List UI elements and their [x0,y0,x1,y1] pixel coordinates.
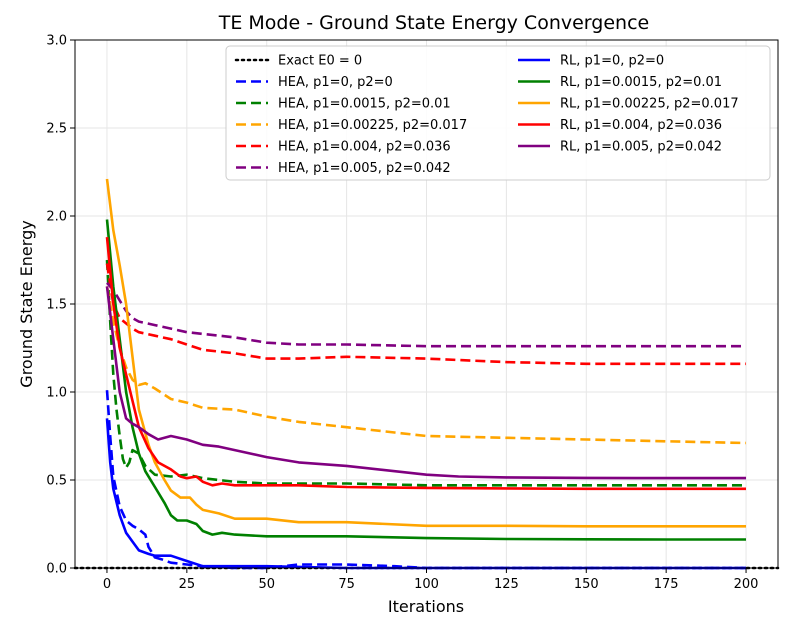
y-tick-label: 2.5 [46,122,67,137]
y-tick-label: 2.0 [46,210,67,225]
y-tick-label: 3.0 [46,34,67,49]
x-tick-label: 75 [338,577,355,592]
legend-label: RL, p1=0.004, p2=0.036 [560,118,722,133]
x-tick-label: 25 [179,577,196,592]
series-line-hea-p1-0-004-p2-0-036 [105,263,746,366]
legend-label: HEA, p1=0.004, p2=0.036 [278,140,451,155]
y-tick-label: 1.0 [46,386,67,401]
x-tick-label: 125 [494,577,519,592]
x-axis-label: Iterations [388,597,464,616]
legend-label: HEA, p1=0.00225, p2=0.017 [278,118,467,133]
y-tick-label: 1.5 [46,298,67,313]
legend-label: HEA, p1=0.0015, p2=0.01 [278,97,451,112]
x-tick-label: 0 [103,577,111,592]
legend-label: Exact E0 = 0 [278,54,362,69]
chart-title: TE Mode - Ground State Energy Convergenc… [218,12,649,34]
ticks: 0 25 50 75 100 125 150 175 200 0.0 0.5 1.0 1.5 2.0 2.5… [46,34,758,593]
legend-label: HEA, p1=0, p2=0 [278,75,393,90]
x-tick-label: 175 [654,577,679,592]
y-tick-label: 0.5 [46,474,67,489]
series-line-rl-p1-0-004-p2-0-036 [105,236,746,491]
y-axis-label: Ground State Energy [17,220,36,387]
x-tick-label: 50 [258,577,275,592]
series-line-hea-p1-0-0015-p2-0-01 [105,259,746,487]
legend-label: RL, p1=0.005, p2=0.042 [560,140,722,155]
x-tick-label: 200 [734,577,759,592]
y-tick-label: 0.0 [46,562,67,577]
series-line-rl-p1-0-00225-p2-0-017 [105,178,746,528]
series-line-rl-p1-0-005-p2-0-042 [105,286,746,480]
legend-label: RL, p1=0, p2=0 [560,54,664,69]
legend-box [225,45,771,181]
series-line-hea-p1-0-00225-p2-0-017 [105,286,747,445]
x-tick-label: 100 [414,577,439,592]
legend-label: HEA, p1=0.005, p2=0.042 [278,161,451,176]
x-tick-label: 150 [574,577,599,592]
legend-label: RL, p1=0.00225, p2=0.017 [560,97,739,112]
legend: Exact E0 = 0 HEA, p1=0, p2=0 HEA, p1=0.001… [225,45,771,181]
legend-label: RL, p1=0.0015, p2=0.01 [560,75,722,90]
series-line-rl-p1-0-0015-p2-0-01 [105,219,746,541]
